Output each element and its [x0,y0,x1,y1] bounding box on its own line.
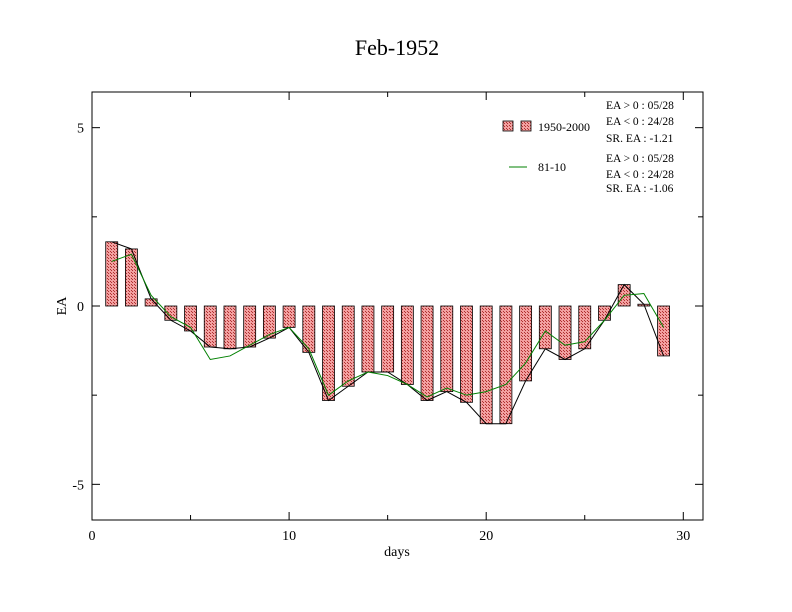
plot-area [105,241,670,425]
bar-day-20 [479,305,493,425]
bar-day-1 [105,241,119,307]
stats-8110-sr: SR. EA : -1.06 [606,183,674,195]
stats-1950-negative: EA < 0 : 24/28 [606,116,674,128]
bar-day-29 [657,305,670,357]
bar-day-10 [282,305,296,328]
bar-day-2 [125,248,138,307]
x-tick-label-0: 0 [89,529,96,544]
x-tick-label-20: 20 [479,529,493,544]
y-tick-label-5: 5 [77,122,84,137]
stats-8110-negative: EA < 0 : 24/28 [606,169,674,181]
stats-8110-positive: EA > 0 : 05/28 [606,153,674,165]
bar-day-24 [558,305,572,360]
legend-swatch-bars-right [520,120,532,132]
bar-day-16 [400,305,414,385]
x-axis-label: days [384,545,410,560]
stats-1950-sr: SR. EA : -1.21 [606,133,674,145]
chart-title: Feb-1952 [355,35,439,60]
bar-day-7 [223,305,237,350]
legend-label-1950-2000: 1950-2000 [538,120,590,134]
bar-day-14 [361,305,375,373]
bar-day-6 [203,305,217,348]
series-line-81-10 [111,253,665,398]
y-tick-label--5: -5 [72,478,84,493]
bar-day-19 [460,305,473,403]
bar-day-17 [420,305,434,401]
x-tick-label-10: 10 [282,529,296,544]
axes: 0 10 20 30 -5 0 5 [72,92,703,544]
bar-day-11 [302,305,316,353]
y-axis-label: EA [55,296,70,316]
bar-day-23 [538,305,552,350]
bar-day-4 [164,305,178,321]
stats-1950-positive: EA > 0 : 05/28 [606,100,674,112]
x-tick-label-30: 30 [676,529,690,544]
bar-day-22 [519,305,533,382]
legend-label-81-10: 81-10 [538,160,566,174]
legend: 1950-2000 81-10 EA > 0 : 05/28 EA < 0 : … [502,100,674,195]
y-tick-label-0: 0 [77,300,84,315]
bar-day-8 [243,305,257,348]
bar-day-18 [440,305,454,392]
legend-swatch-bars-left [502,120,514,132]
anomaly-line [111,241,665,425]
bar-day-15 [381,305,395,373]
bar-day-13 [341,305,355,387]
bar-day-21 [499,305,513,425]
